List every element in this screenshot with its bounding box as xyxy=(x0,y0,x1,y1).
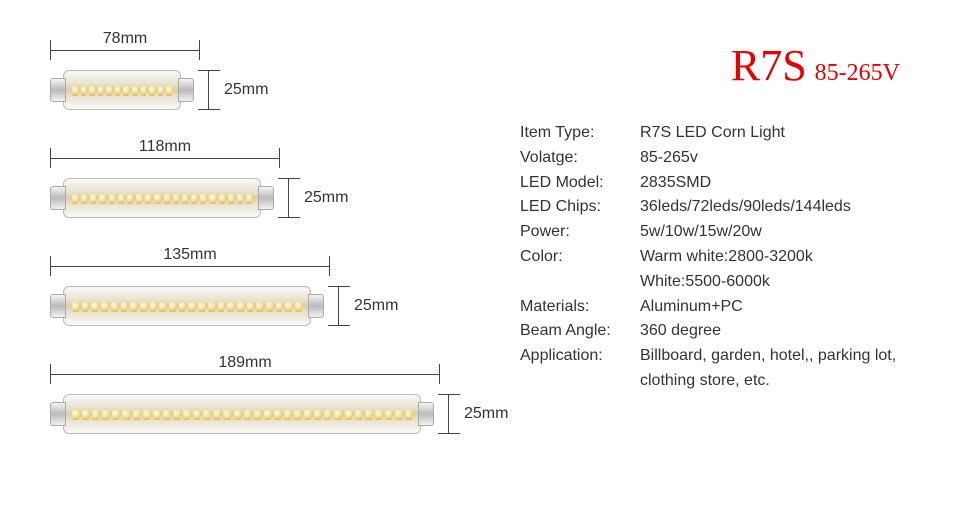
bulb-illustration xyxy=(50,286,324,326)
bulb-illustration xyxy=(50,70,194,110)
spec-row: Beam Angle:360 degree xyxy=(520,319,940,344)
spec-row: White:5500-6000k xyxy=(520,270,940,295)
dim-height-label: 25mm xyxy=(354,297,398,315)
title-main: R7S xyxy=(731,41,807,90)
spec-value: Billboard, garden, hotel,, parking lot, xyxy=(640,344,940,369)
bulb-group-1: 118mm25mm xyxy=(50,148,490,218)
spec-row: Application: Billboard, garden, hotel,, … xyxy=(520,344,940,369)
spec-row: LED Model:2835SMD xyxy=(520,171,940,196)
bulb-group-0: 78mm25mm xyxy=(50,40,490,110)
title-sub: 85-265V xyxy=(815,60,900,86)
spec-value: 85-265v xyxy=(640,146,940,171)
spec-value: White:5500-6000k xyxy=(520,270,770,295)
dim-length-label: 118mm xyxy=(135,138,195,156)
spec-label: Materials: xyxy=(520,295,640,320)
spec-row: Materials: Aluminum+PC xyxy=(520,295,940,320)
bulb-illustration xyxy=(50,178,274,218)
spec-row: clothing store, etc. xyxy=(520,369,940,394)
spec-panel: R7S 85-265V Item Type:R7S LED Corn LightV… xyxy=(510,0,960,525)
spec-label: Item Type: xyxy=(520,121,640,146)
bulb-illustration xyxy=(50,394,434,434)
spec-row: Item Type:R7S LED Corn Light xyxy=(520,121,940,146)
spec-label: Application: xyxy=(520,344,640,369)
spec-label: Beam Angle: xyxy=(520,319,640,344)
dim-length-label: 135mm xyxy=(159,246,220,264)
spec-label: Volatge: xyxy=(520,146,640,171)
spec-row: Power: 5w/10w/15w/20w xyxy=(520,220,940,245)
spec-label: LED Chips: xyxy=(520,195,640,220)
bulb-group-3: 189mm25mm xyxy=(50,364,490,434)
spec-row: Color:Warm white:2800-3200k xyxy=(520,245,940,270)
spec-label: Color: xyxy=(520,245,640,270)
spec-value: 36leds/72leds/90leds/144leds xyxy=(640,195,940,220)
spec-row: LED Chips:36leds/72leds/90leds/144leds xyxy=(520,195,940,220)
spec-value: 5w/10w/15w/20w xyxy=(640,220,940,245)
spec-value: 360 degree xyxy=(640,319,940,344)
dim-length-label: 78mm xyxy=(99,30,151,48)
bulb-group-2: 135mm25mm xyxy=(50,256,490,326)
spec-row: Volatge:85-265v xyxy=(520,146,940,171)
dim-height-label: 25mm xyxy=(464,405,508,423)
spec-table: Item Type:R7S LED Corn LightVolatge:85-2… xyxy=(520,121,940,394)
product-title: R7S 85-265V xyxy=(520,40,940,91)
dim-length-label: 189mm xyxy=(214,354,275,372)
spec-value: 2835SMD xyxy=(640,171,940,196)
spec-value: Aluminum+PC xyxy=(640,295,940,320)
spec-label: Power: xyxy=(520,220,640,245)
spec-value: R7S LED Corn Light xyxy=(640,121,940,146)
spec-value: Warm white:2800-3200k xyxy=(640,245,940,270)
dim-height-label: 25mm xyxy=(224,81,268,99)
spec-label: LED Model: xyxy=(520,171,640,196)
bulb-diagram-panel: 78mm25mm118mm25mm135mm25mm189mm25mm xyxy=(0,0,510,525)
dim-height-label: 25mm xyxy=(304,189,348,207)
spec-value: clothing store, etc. xyxy=(520,369,770,394)
